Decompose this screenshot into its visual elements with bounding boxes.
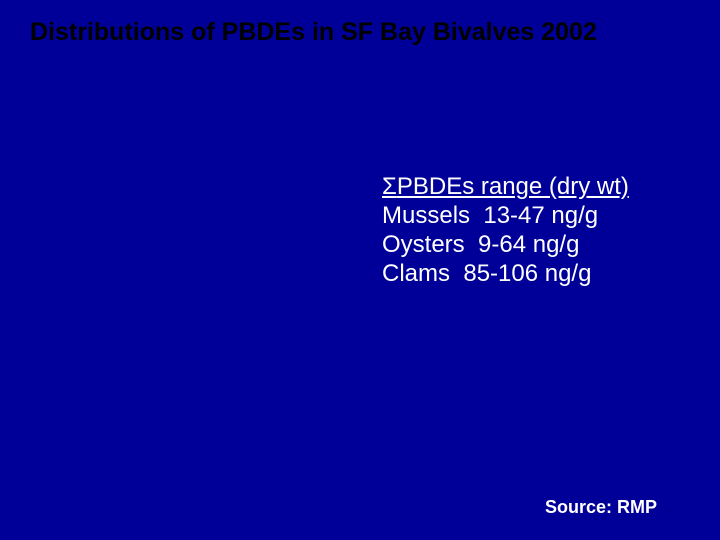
slide: Distributions of PBDEs in SF Bay Bivalve… [0,0,720,540]
source-credit: Source: RMP [545,497,657,518]
range-rows: Mussels 13-47 ng/gOysters 9-64 ng/gClams… [382,201,629,288]
range-row: Oysters 9-64 ng/g [382,230,629,259]
range-header: ΣPBDEs range (dry wt) [382,172,629,201]
range-block: ΣPBDEs range (dry wt) Mussels 13-47 ng/g… [382,172,629,288]
range-header-text: PBDEs range (dry wt) [397,173,629,200]
slide-title: Distributions of PBDEs in SF Bay Bivalve… [30,18,597,47]
sigma-symbol: Σ [382,173,397,200]
range-row: Clams 85-106 ng/g [382,259,629,288]
range-row: Mussels 13-47 ng/g [382,201,629,230]
